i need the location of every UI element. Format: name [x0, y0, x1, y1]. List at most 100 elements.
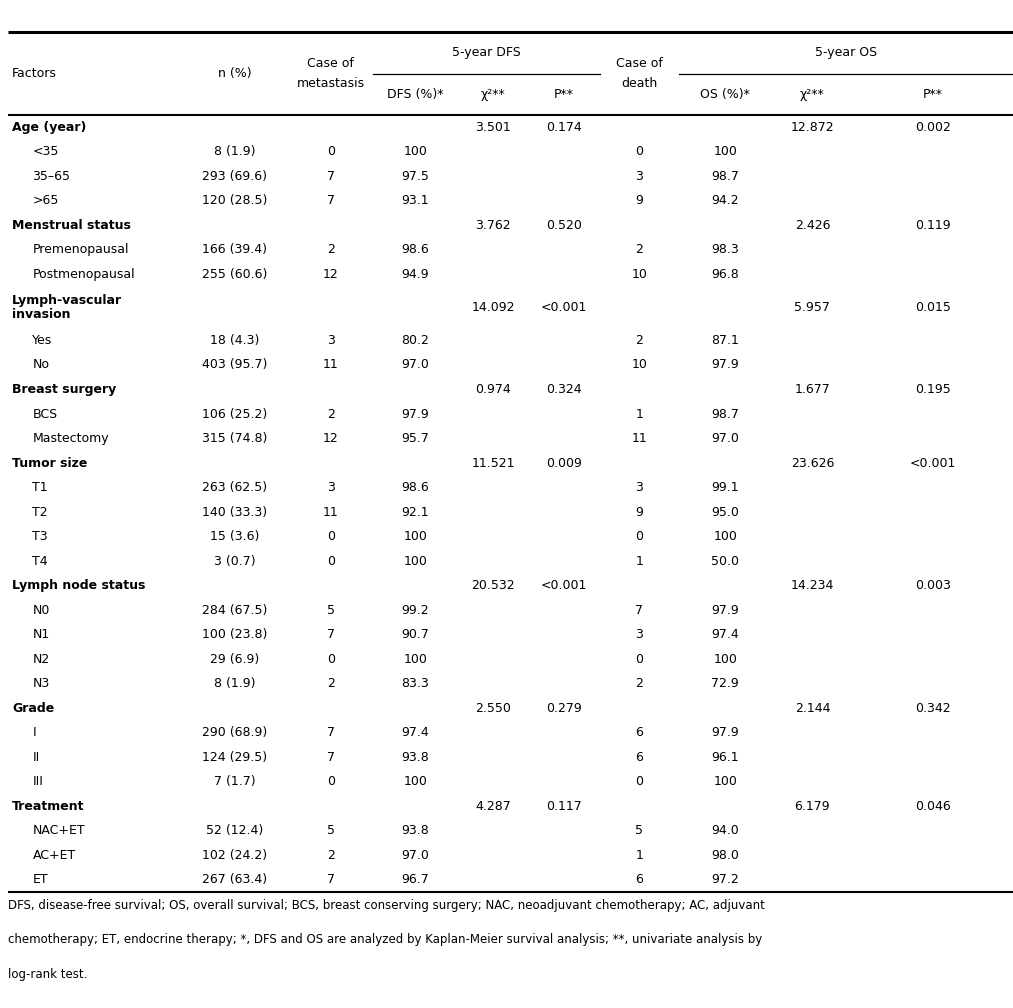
- Text: 93.1: 93.1: [401, 195, 430, 208]
- Text: 106 (25.2): 106 (25.2): [202, 407, 267, 420]
- Text: 9: 9: [635, 195, 643, 208]
- Text: 267 (63.4): 267 (63.4): [202, 873, 267, 886]
- Text: 11: 11: [323, 506, 338, 518]
- Text: 99.2: 99.2: [401, 604, 430, 617]
- Text: 50.0: 50.0: [711, 554, 739, 568]
- Text: 0.174: 0.174: [546, 121, 582, 134]
- Text: 3 (0.7): 3 (0.7): [214, 554, 255, 568]
- Text: 97.9: 97.9: [711, 604, 739, 617]
- Text: 20.532: 20.532: [471, 580, 516, 592]
- Text: 97.0: 97.0: [711, 432, 739, 445]
- Text: 263 (62.5): 263 (62.5): [202, 481, 267, 494]
- Text: 98.6: 98.6: [401, 481, 430, 494]
- Text: 2: 2: [327, 407, 334, 420]
- Text: 7: 7: [635, 604, 643, 617]
- Text: 98.6: 98.6: [401, 243, 430, 256]
- Text: <0.001: <0.001: [541, 300, 588, 313]
- Text: P**: P**: [554, 88, 574, 101]
- Text: 11: 11: [323, 359, 338, 372]
- Text: 97.0: 97.0: [401, 359, 430, 372]
- Text: 7: 7: [327, 195, 334, 208]
- Text: 0.003: 0.003: [915, 580, 951, 592]
- Text: 14.234: 14.234: [791, 580, 834, 592]
- Text: 15 (3.6): 15 (3.6): [210, 530, 259, 543]
- Text: 98.7: 98.7: [711, 169, 739, 182]
- Text: 102 (24.2): 102 (24.2): [202, 849, 267, 862]
- Text: 83.3: 83.3: [401, 677, 430, 690]
- Text: Lymph node status: Lymph node status: [12, 580, 146, 592]
- Text: 23.626: 23.626: [791, 457, 834, 470]
- Text: 2: 2: [635, 334, 643, 347]
- Text: 80.2: 80.2: [401, 334, 430, 347]
- Text: T4: T4: [32, 554, 48, 568]
- Text: 0.119: 0.119: [915, 219, 951, 232]
- Text: Premenopausal: Premenopausal: [32, 243, 129, 256]
- Text: DFS, disease-free survival; OS, overall survival; BCS, breast conserving surgery: DFS, disease-free survival; OS, overall …: [8, 899, 765, 912]
- Text: 93.8: 93.8: [401, 825, 430, 838]
- Text: 98.3: 98.3: [711, 243, 739, 256]
- Text: 124 (29.5): 124 (29.5): [202, 751, 267, 764]
- Text: 100: 100: [403, 554, 427, 568]
- Text: 1: 1: [635, 849, 643, 862]
- Text: 3.501: 3.501: [475, 121, 512, 134]
- Text: 7: 7: [327, 726, 334, 739]
- Text: 96.1: 96.1: [711, 751, 739, 764]
- Text: 2: 2: [635, 243, 643, 256]
- Text: 95.7: 95.7: [401, 432, 430, 445]
- Text: 2.550: 2.550: [475, 702, 512, 715]
- Text: <35: <35: [32, 145, 59, 158]
- Text: Menstrual status: Menstrual status: [12, 219, 131, 232]
- Text: 52 (12.4): 52 (12.4): [206, 825, 263, 838]
- Text: 100: 100: [403, 652, 427, 665]
- Text: 5: 5: [635, 825, 643, 838]
- Text: 5.957: 5.957: [794, 300, 831, 313]
- Text: 1: 1: [635, 554, 643, 568]
- Text: χ²**: χ²**: [800, 88, 825, 101]
- Text: 7: 7: [327, 628, 334, 641]
- Text: metastasis: metastasis: [297, 78, 365, 90]
- Text: 10: 10: [631, 268, 647, 281]
- Text: death: death: [621, 78, 657, 90]
- Text: 6: 6: [635, 726, 643, 739]
- Text: 100: 100: [403, 775, 427, 788]
- Text: 293 (69.6): 293 (69.6): [202, 169, 267, 182]
- Text: Postmenopausal: Postmenopausal: [32, 268, 135, 281]
- Text: 2: 2: [635, 677, 643, 690]
- Text: III: III: [32, 775, 44, 788]
- Text: 12: 12: [323, 268, 338, 281]
- Text: 96.7: 96.7: [401, 873, 430, 886]
- Text: Age (year): Age (year): [12, 121, 86, 134]
- Text: <0.001: <0.001: [910, 457, 956, 470]
- Text: 0: 0: [327, 554, 334, 568]
- Text: 0.195: 0.195: [915, 383, 951, 396]
- Text: 2: 2: [327, 849, 334, 862]
- Text: <0.001: <0.001: [541, 580, 588, 592]
- Text: 97.9: 97.9: [711, 726, 739, 739]
- Text: 6: 6: [635, 873, 643, 886]
- Text: 0: 0: [635, 775, 643, 788]
- Text: Mastectomy: Mastectomy: [32, 432, 109, 445]
- Text: 97.4: 97.4: [401, 726, 430, 739]
- Text: Grade: Grade: [12, 702, 55, 715]
- Text: 166 (39.4): 166 (39.4): [202, 243, 267, 256]
- Text: 29 (6.9): 29 (6.9): [210, 652, 259, 665]
- Text: 7: 7: [327, 873, 334, 886]
- Text: 95.0: 95.0: [711, 506, 739, 518]
- Text: 100 (23.8): 100 (23.8): [202, 628, 267, 641]
- Text: Tumor size: Tumor size: [12, 457, 87, 470]
- Text: 5-year OS: 5-year OS: [814, 46, 877, 59]
- Text: 94.0: 94.0: [711, 825, 739, 838]
- Text: T1: T1: [32, 481, 48, 494]
- Text: NAC+ET: NAC+ET: [32, 825, 85, 838]
- Text: N2: N2: [32, 652, 50, 665]
- Text: 3: 3: [635, 169, 643, 182]
- Text: 0.015: 0.015: [915, 300, 951, 313]
- Text: 0: 0: [327, 652, 334, 665]
- Text: Factors: Factors: [12, 68, 57, 80]
- Text: P**: P**: [923, 88, 943, 101]
- Text: 11: 11: [631, 432, 647, 445]
- Text: chemotherapy; ET, endocrine therapy; *, DFS and OS are analyzed by Kaplan-Meier : chemotherapy; ET, endocrine therapy; *, …: [8, 933, 763, 947]
- Text: 5-year DFS: 5-year DFS: [452, 46, 521, 59]
- Text: 0.324: 0.324: [546, 383, 582, 396]
- Text: 100: 100: [713, 530, 737, 543]
